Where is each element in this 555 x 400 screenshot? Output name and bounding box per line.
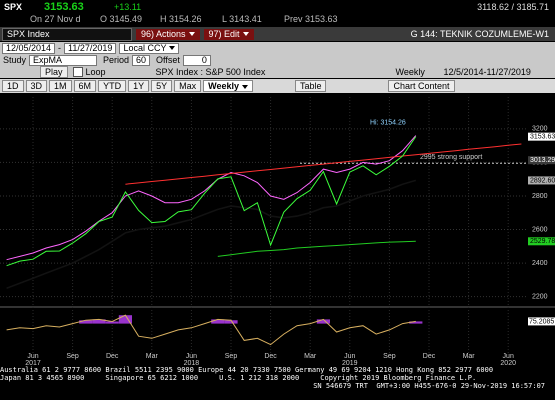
command-bar: SPX Index 96) Actions 97) Edit G 144: TE…	[0, 27, 555, 41]
security-name: SPX Index : S&P 500 Index	[155, 67, 266, 77]
x-tick-label: Mar	[146, 353, 159, 360]
footer-line: SN 546679 TRT GMT+3:00 H455-676-0 29-Nov…	[313, 382, 545, 390]
value-tag-label: 2529.78	[530, 238, 555, 245]
chart: 220024002600280030003200JunSepDecMarJunS…	[0, 95, 555, 365]
quote-date: On 27 Nov d	[30, 13, 81, 24]
y-tick-label: 2800	[532, 193, 548, 200]
period-label: Period	[103, 55, 130, 65]
screen-title: G 144: TEKNIK COZUMLEME-W1	[410, 29, 549, 39]
day-range: 3118.62 / 3185.71	[477, 1, 549, 12]
period-button[interactable]: 5Y	[151, 80, 173, 92]
y-tick-label: 2400	[532, 260, 548, 267]
oscillator-bar	[79, 320, 93, 324]
x-tick-label: Dec	[264, 353, 277, 360]
period[interactable]: 60	[132, 54, 151, 66]
period-button[interactable]: 1M	[49, 80, 72, 92]
x-tick-label: Dec	[423, 353, 436, 360]
frequency: Weekly	[395, 67, 425, 77]
period-button[interactable]: Weekly	[203, 80, 253, 92]
ticker: SPX	[4, 1, 23, 12]
year-label: 2019	[342, 360, 358, 365]
value-tag-label: 2892.60	[530, 177, 555, 184]
high: H 3154.26	[160, 13, 202, 24]
value-tag	[528, 176, 555, 185]
y-tick-label: 2200	[532, 293, 548, 300]
prev: Prev 3153.63	[284, 13, 338, 24]
security-input[interactable]: SPX Index	[2, 27, 132, 41]
loop-checkbox[interactable]	[72, 67, 83, 77]
x-tick-label: Sep	[225, 353, 238, 360]
y-tick-label: 3200	[532, 126, 548, 133]
range-row: 12/05/2014 - 11/27/2019 Local CCY	[0, 42, 555, 54]
series-line	[217, 240, 416, 257]
date-span: 12/5/2014-11/27/2019	[443, 67, 531, 77]
period-button[interactable]: Max	[174, 80, 202, 92]
x-tick-label: Jun	[503, 353, 514, 360]
level-label: 3013.29	[530, 157, 555, 164]
edit-menu[interactable]: 97) Edit	[203, 28, 254, 40]
period-button[interactable]: YTD	[98, 80, 127, 92]
offset-label: Offset	[156, 55, 180, 65]
oscillator-bar	[316, 319, 330, 324]
period-button[interactable]: 1D	[2, 80, 24, 92]
support-label: 2995 strong support	[420, 154, 482, 161]
oscillator-bar	[211, 319, 225, 324]
oscillator-bar	[92, 319, 106, 324]
value-tag	[528, 132, 555, 141]
open: O 3145.49	[100, 13, 143, 24]
oscillator-bar	[105, 321, 119, 324]
oscillator-tag-label: 75.2085	[529, 318, 554, 325]
series-line	[6, 135, 417, 261]
oscillator-line	[6, 314, 416, 346]
footer-line: Australia 61 2 9777 8600 Brazil 5511 239…	[0, 366, 494, 374]
x-tick-label: Mar	[463, 353, 476, 360]
study[interactable]: ExpMA	[29, 54, 98, 66]
series-line	[125, 143, 522, 185]
value-tag	[528, 237, 555, 246]
x-tick-label: Jun	[186, 353, 197, 360]
x-tick-label: Dec	[106, 353, 119, 360]
study-row: Study ExpMA Period 60 Offset 0	[0, 54, 555, 66]
net-change: +13.11	[114, 1, 142, 12]
oscillator-bar	[409, 321, 423, 324]
high-annotation: Hi: 3154.26	[370, 119, 406, 126]
period-button[interactable]: 1Y	[128, 80, 150, 92]
play-button[interactable]: Play	[40, 66, 68, 78]
study-label: Study	[3, 55, 27, 65]
start-date[interactable]: 12/05/2014	[2, 42, 56, 54]
play-row: Play Loop SPX Index : S&P 500 Index Week…	[0, 66, 555, 78]
x-tick-label: Jun	[344, 353, 355, 360]
x-tick-label: Jun	[27, 353, 38, 360]
ohlc-bar: On 27 Nov d O 3145.49 H 3154.26 L 3143.4…	[0, 13, 555, 24]
year-label: 2018	[184, 360, 200, 365]
period-button[interactable]: 3D	[25, 80, 48, 92]
y-tick-label: 2600	[532, 226, 548, 233]
x-tick-label: Mar	[304, 353, 317, 360]
period-buttons: 1D 3D 1M 6M YTD 1Y 5Y Max Weekly Table Chart Conte…	[0, 79, 555, 93]
year-label: 2020	[500, 360, 516, 365]
series-line-halo	[6, 180, 416, 289]
loop-label: Loop	[85, 67, 106, 77]
table-button[interactable]: Table	[294, 80, 327, 92]
x-tick-label: Sep	[383, 353, 396, 360]
quote-bar: SPX 3153.63 +13.11 3118.62 / 3185.71	[0, 0, 555, 13]
value-tag-label: 3153.63	[530, 133, 555, 140]
offset[interactable]: 0	[182, 54, 211, 66]
oscillator-tag	[528, 317, 555, 326]
footer-line: Japan 81 3 4565 8900 Singapore 65 6212 1…	[0, 374, 477, 382]
low: L 3143.41	[222, 13, 262, 24]
x-tick-label: Sep	[66, 353, 79, 360]
oscillator-bar	[118, 315, 132, 324]
last-price: 3153.63	[44, 0, 84, 13]
oscillator-bar	[224, 320, 238, 324]
chart-content-button[interactable]: Chart Content	[388, 80, 455, 92]
year-label: 2017	[25, 360, 41, 365]
level-tag	[528, 156, 555, 165]
actions-menu[interactable]: 96) Actions	[136, 28, 200, 40]
period-button[interactable]: 6M	[73, 80, 97, 92]
series-line	[6, 136, 417, 267]
end-date[interactable]: 11/27/2019	[64, 42, 117, 54]
currency[interactable]: Local CCY	[119, 42, 180, 54]
